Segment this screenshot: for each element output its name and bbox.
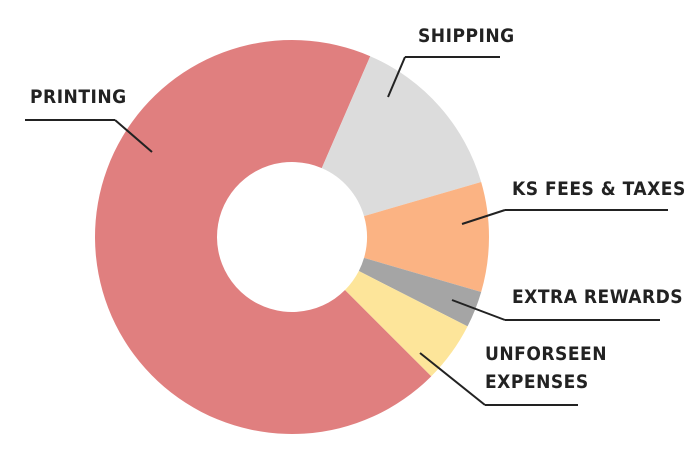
slice-label: PRINTING [30,86,127,108]
slice-label: SHIPPING [418,25,515,47]
slice-label: UNFORSEEN EXPENSES [485,343,607,393]
leader-line [461,209,506,225]
donut-slice [321,56,482,217]
slice-label: EXTRA REWARDS [512,286,683,308]
leader-line [387,56,406,98]
leader-line [451,299,506,321]
donut-slice [358,257,482,327]
slice-label: KS FEES & TAXES [512,178,686,200]
leader-line [419,352,486,406]
leader-line [114,119,153,153]
donut-slice [364,182,489,292]
donut-slice [345,271,468,377]
donut-slice [95,39,432,434]
